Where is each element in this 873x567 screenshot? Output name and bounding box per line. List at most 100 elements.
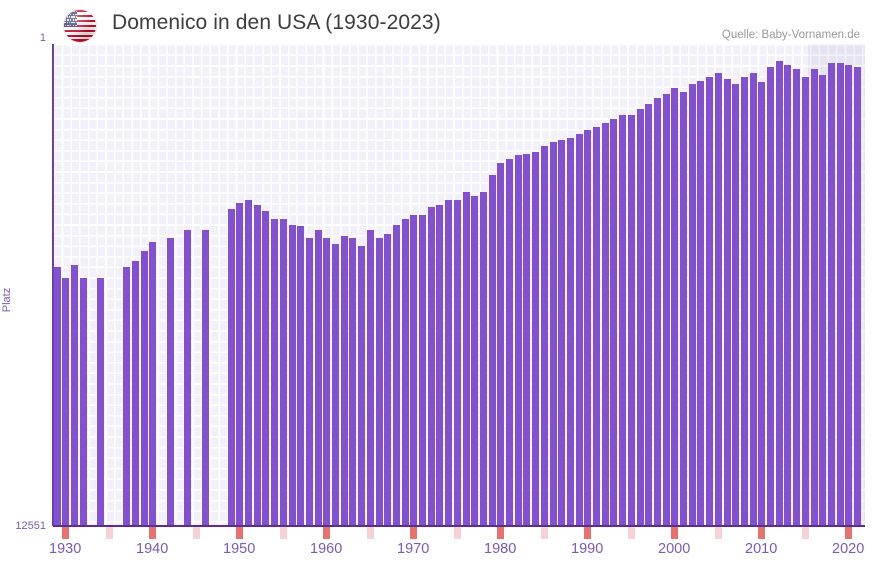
x-axis-label: 2010 [745, 541, 778, 557]
bar [201, 230, 209, 526]
x-axis-label: 2020 [832, 541, 865, 557]
bar [714, 72, 722, 526]
bar [784, 65, 792, 526]
bar [297, 226, 305, 526]
x-axis-label: 1960 [310, 541, 343, 557]
x-tick-minor [627, 527, 635, 539]
x-axis-label: 2000 [658, 541, 691, 557]
y-axis-title: Platz [1, 287, 14, 313]
bar [540, 145, 548, 526]
x-axis-label: 1970 [397, 541, 430, 557]
bar [523, 153, 531, 526]
bar [749, 72, 757, 526]
bar [575, 134, 583, 526]
us-flag-icon [64, 10, 96, 42]
x-tick-major [410, 527, 418, 539]
bar [436, 205, 444, 526]
bar [827, 63, 835, 526]
y-axis-line [52, 44, 54, 526]
bar [140, 251, 148, 526]
bar [271, 218, 279, 526]
bar [566, 138, 574, 526]
x-axis-label: 1990 [571, 541, 604, 557]
bar [619, 115, 627, 526]
x-tick-major [845, 527, 853, 539]
bar [332, 243, 339, 526]
bar [384, 234, 392, 526]
x-axis-label: 1940 [136, 541, 169, 557]
bar [410, 214, 418, 526]
x-tick-minor [366, 527, 374, 539]
bar [680, 92, 687, 526]
bar [645, 103, 653, 526]
x-tick-minor [192, 527, 200, 539]
bar [131, 261, 139, 526]
x-tick-major [149, 527, 157, 539]
bar [62, 278, 70, 526]
bar [836, 63, 844, 526]
bar [184, 230, 192, 526]
bar [323, 237, 331, 526]
x-tick-major [236, 527, 244, 539]
x-axis-label: 1950 [223, 541, 256, 557]
x-tick-minor [714, 527, 722, 539]
bar [53, 266, 61, 526]
bar [445, 199, 453, 526]
bar [636, 109, 644, 526]
bar [366, 230, 374, 526]
bar [627, 115, 635, 526]
bar [514, 155, 522, 526]
bar [349, 237, 357, 526]
bar [236, 203, 244, 526]
bar [166, 237, 174, 526]
bar [697, 80, 705, 526]
x-tick-major [62, 527, 70, 539]
x-tick-major [584, 527, 592, 539]
x-tick-minor [279, 527, 287, 539]
bar [793, 69, 801, 526]
bar [610, 118, 618, 526]
bar [549, 141, 557, 526]
bar [593, 126, 600, 526]
flag-canton [64, 10, 78, 28]
bar [262, 211, 270, 526]
flag-gloss [64, 10, 96, 42]
x-axis-line [53, 525, 865, 527]
bar [453, 199, 461, 526]
bar [340, 236, 348, 526]
bar [462, 191, 470, 526]
bar [97, 278, 105, 526]
bar [79, 278, 87, 526]
bar [71, 264, 78, 526]
bar [801, 76, 809, 526]
bar [279, 218, 287, 526]
bar [497, 163, 505, 526]
bar [662, 93, 670, 526]
x-tick-major [671, 527, 679, 539]
x-tick-major [758, 527, 766, 539]
bar [688, 84, 696, 526]
bar [427, 207, 435, 526]
bar [479, 191, 487, 526]
y-axis-bottom-label: 12551 [15, 520, 46, 532]
bar [653, 97, 661, 526]
bar [314, 230, 322, 526]
bar [854, 67, 861, 526]
x-tick-major [323, 527, 331, 539]
bar [845, 65, 853, 526]
plot-area [53, 44, 865, 526]
page-title: Domenico in den USA (1930-2023) [112, 11, 441, 34]
bar [123, 266, 131, 526]
bar [253, 205, 261, 526]
bar [506, 159, 513, 526]
flag-stripes [64, 10, 96, 42]
x-axis-tick-strip [53, 527, 865, 539]
bar [419, 214, 426, 526]
bar [758, 82, 766, 526]
x-tick-minor [105, 527, 113, 539]
bar [245, 199, 252, 526]
x-tick-major [497, 527, 505, 539]
x-tick-minor [540, 527, 548, 539]
y-axis-top-label: 1 [39, 32, 46, 44]
